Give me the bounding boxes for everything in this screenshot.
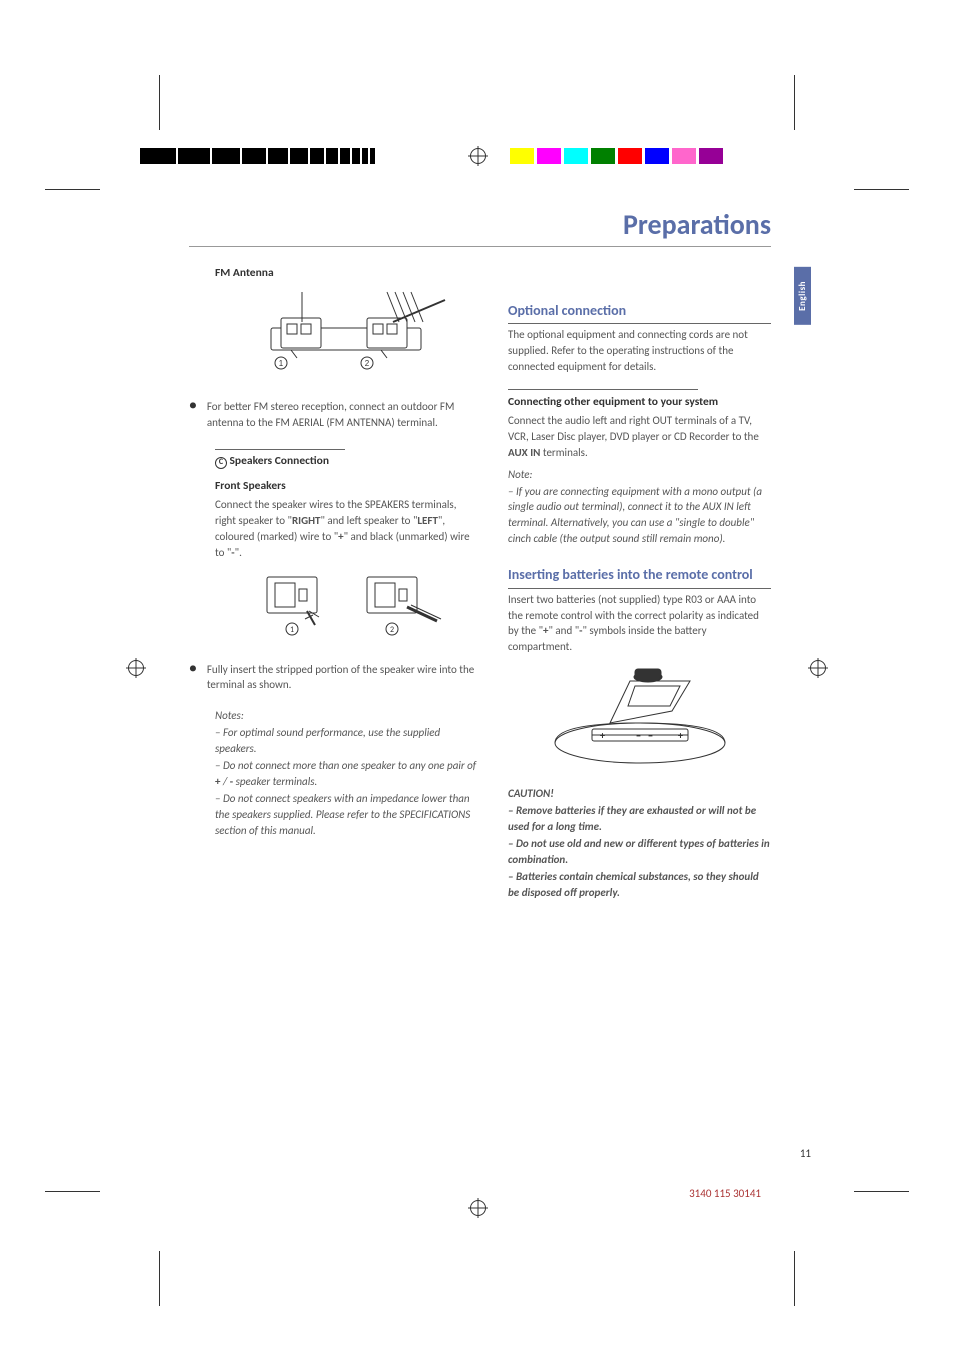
bullet-icon: ●	[189, 399, 197, 432]
note-3: – Do not connect speakers with an impeda…	[215, 791, 478, 839]
optional-connection-text: The optional equipment and connecting co…	[508, 327, 771, 375]
page-content: Preparations English FM Antenna	[189, 207, 771, 902]
notes-label: Notes:	[215, 708, 478, 724]
language-tab: English	[794, 267, 811, 325]
svg-text:−: −	[648, 729, 653, 742]
page-number: 11	[800, 1147, 811, 1160]
optional-connection-heading: Optional connection	[508, 301, 771, 324]
page-title: Preparations	[189, 207, 771, 247]
fm-antenna-heading: FM Antenna	[215, 265, 478, 282]
batteries-heading: Inserting batteries into the remote cont…	[508, 565, 771, 588]
crop-mark-bl	[100, 1191, 160, 1251]
front-speakers-text: Connect the speaker wires to the SPEAKER…	[215, 497, 478, 561]
caution-label: CAUTION!	[508, 786, 771, 802]
svg-text:+: +	[678, 729, 683, 742]
crop-mark-tr	[794, 130, 854, 190]
left-column: FM Antenna	[189, 261, 478, 902]
batteries-text: Insert two batteries (not supplied) type…	[508, 592, 771, 656]
fm-bullet-text: For better FM stereo reception, connect …	[207, 399, 478, 431]
registration-target-icon	[128, 660, 144, 676]
fm-antenna-figure: 1 2	[215, 288, 478, 389]
svg-text:−: −	[636, 729, 641, 742]
note-2: – Do not connect more than one speaker t…	[215, 758, 478, 790]
svg-text:2: 2	[364, 359, 369, 368]
caution-1: – Remove batteries if they are exhausted…	[508, 803, 771, 835]
other-equipment-text: Connect the audio left and right OUT ter…	[508, 413, 771, 461]
note-label: Note:	[508, 467, 771, 483]
svg-text:2: 2	[389, 625, 393, 635]
registration-color-bars	[510, 148, 726, 164]
caution-3: – Batteries contain chemical substances,…	[508, 869, 771, 901]
mono-note-text: – If you are connecting equipment with a…	[508, 484, 771, 548]
speakers-heading: Speakers Connection	[230, 454, 330, 468]
registration-target-icon	[470, 1200, 486, 1216]
other-equipment-heading: Connecting other equipment to your syste…	[508, 394, 771, 411]
svg-text:1: 1	[289, 625, 293, 635]
caution-2: – Do not use old and new or different ty…	[508, 836, 771, 868]
speakers-section-row: C Speakers Connection	[215, 449, 345, 470]
speaker-wire-figure: 1 2	[215, 567, 478, 652]
bullet-icon: ●	[189, 662, 197, 695]
note-1: – For optimal sound performance, use the…	[215, 725, 478, 757]
registration-target-icon	[810, 660, 826, 676]
registration-target-icon	[470, 148, 486, 164]
section-letter-badge: C	[215, 457, 227, 469]
crop-mark-br	[794, 1191, 854, 1251]
svg-text:+: +	[600, 729, 605, 742]
right-column: Optional connection The optional equipme…	[508, 261, 771, 902]
front-speakers-heading: Front Speakers	[215, 478, 478, 495]
svg-text:1: 1	[278, 359, 283, 368]
document-code: 3140 115 30141	[689, 1187, 761, 1200]
insert-bullet-text: Fully insert the stripped portion of the…	[207, 662, 478, 694]
remote-batteries-figure: + − − +	[508, 661, 771, 776]
registration-bw-bars	[140, 148, 377, 164]
